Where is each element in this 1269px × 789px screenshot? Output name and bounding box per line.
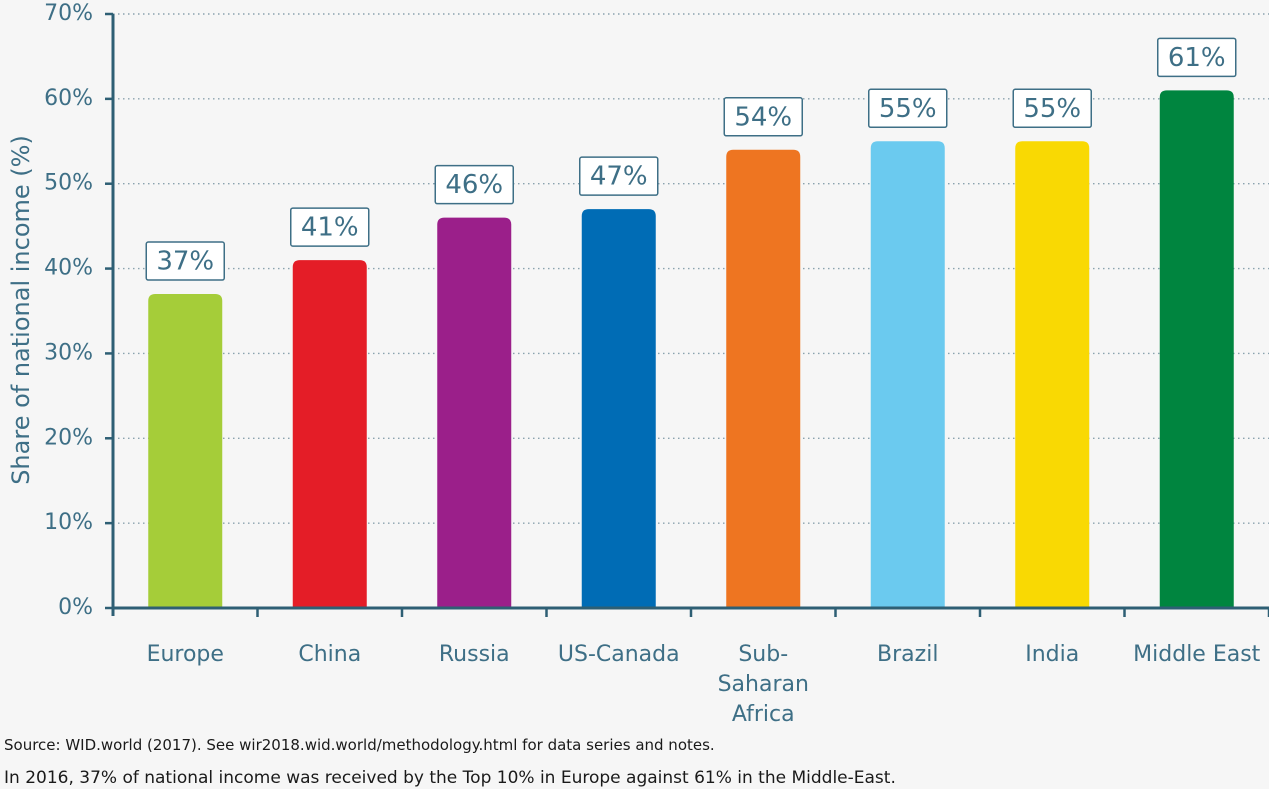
y-tick-label: 10% xyxy=(44,510,93,535)
y-tick-label: 60% xyxy=(44,86,93,111)
data-labels: 37% 41% 46% 47% 54% 55% 55% 61% xyxy=(145,37,1237,281)
data-label: 61% xyxy=(1168,43,1226,73)
data-label: 37% xyxy=(156,247,214,277)
data-label-box xyxy=(1012,88,1092,129)
bar xyxy=(437,217,512,608)
y-tick-label: 30% xyxy=(44,340,93,365)
axes xyxy=(105,12,1269,617)
category-label: Russia xyxy=(439,642,510,667)
bar xyxy=(581,209,656,608)
category-label: India xyxy=(1025,642,1079,667)
bar xyxy=(148,294,223,608)
y-axis-label: Share of national income (%) xyxy=(7,135,35,485)
category-label: China xyxy=(298,642,361,667)
data-label-box xyxy=(1157,37,1237,78)
category-label: US-Canada xyxy=(558,642,680,667)
data-label: 55% xyxy=(1023,94,1081,124)
data-label-box xyxy=(723,97,803,137)
bar xyxy=(726,149,801,608)
data-label: 47% xyxy=(590,162,648,192)
bar xyxy=(1159,90,1234,608)
category-label: Sub- xyxy=(738,642,788,667)
category-label: Saharan xyxy=(718,672,809,697)
bar xyxy=(1015,141,1090,609)
y-tick-labels: 0% 10% 20% 30% 40% 50% 60% 70% xyxy=(44,1,93,620)
y-tick-label: 20% xyxy=(44,425,93,450)
bar xyxy=(292,260,367,608)
y-tick-label: 70% xyxy=(44,1,93,26)
y-tick-label: 40% xyxy=(44,256,93,281)
data-label-box xyxy=(290,207,370,247)
source-note: Source: WID.world (2017). See wir2018.wi… xyxy=(4,736,715,754)
category-labels: Europe China Russia US-Canada Sub- Saharan Afr… xyxy=(147,642,1261,727)
category-label: Middle East xyxy=(1133,642,1261,667)
data-label: 46% xyxy=(445,170,503,200)
data-label: 41% xyxy=(301,213,359,243)
caption-note: In 2016, 37% of national income was rece… xyxy=(4,768,896,788)
category-label: Africa xyxy=(732,702,795,727)
bars xyxy=(148,90,1234,609)
bar xyxy=(870,141,945,609)
y-tick-label: 50% xyxy=(44,171,93,196)
data-label-box xyxy=(868,88,948,129)
category-label: Brazil xyxy=(877,642,938,667)
data-label-box xyxy=(579,156,659,196)
data-label-box xyxy=(434,164,514,205)
gridlines xyxy=(113,13,1269,524)
data-label: 54% xyxy=(734,102,792,132)
data-label-box xyxy=(145,241,225,281)
category-label: Europe xyxy=(147,642,224,667)
data-label: 55% xyxy=(879,94,937,124)
y-tick-label: 0% xyxy=(58,595,93,620)
